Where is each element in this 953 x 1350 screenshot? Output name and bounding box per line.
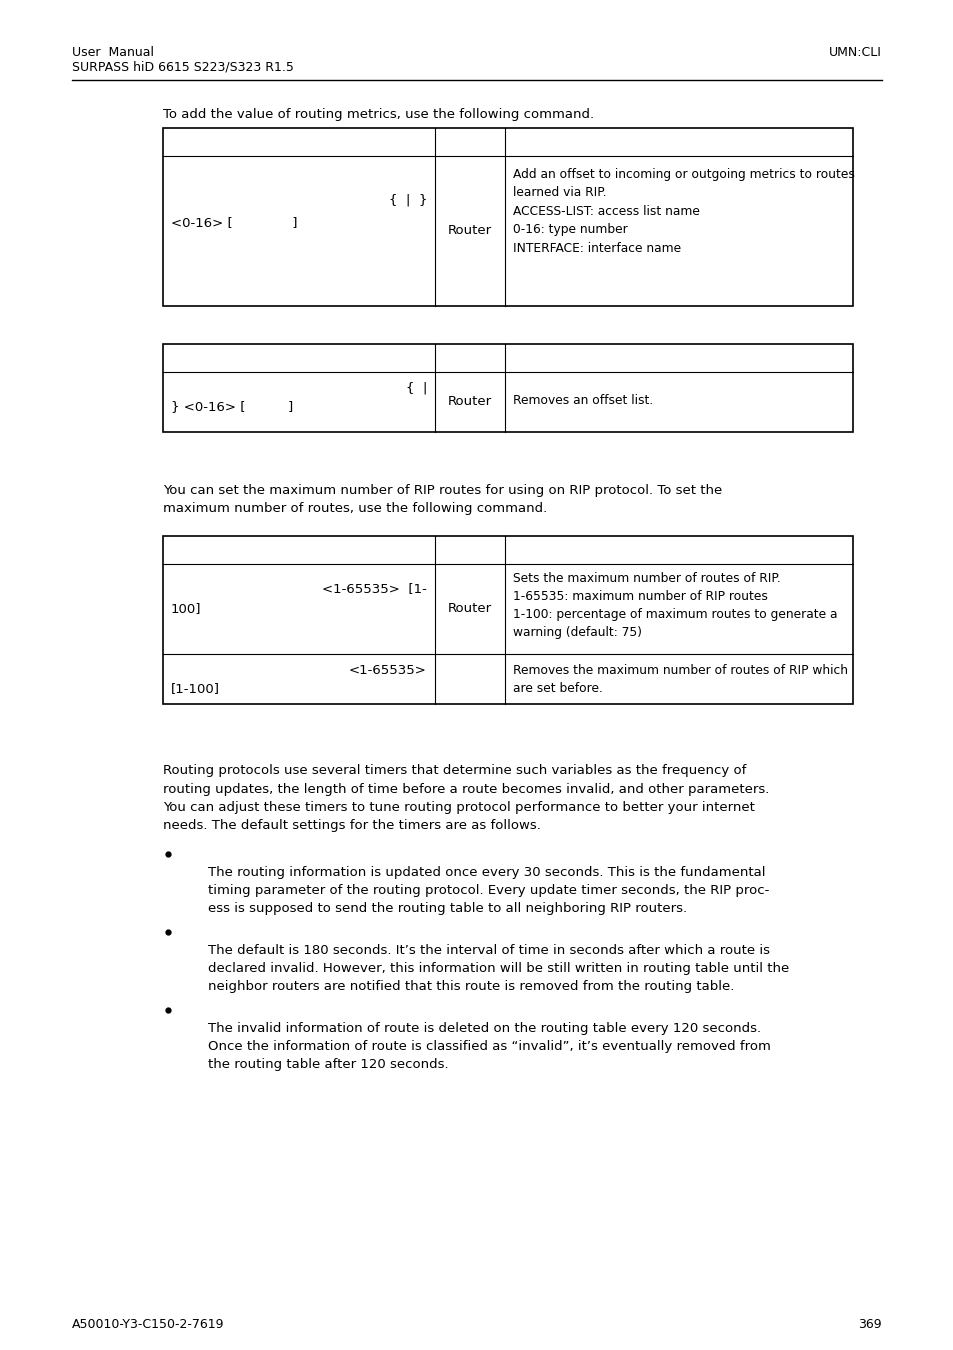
Bar — [163, 344, 852, 432]
Text: UMN:CLI: UMN:CLI — [828, 46, 882, 59]
Text: SURPASS hiD 6615 S223/S323 R1.5: SURPASS hiD 6615 S223/S323 R1.5 — [71, 59, 294, 73]
Text: To add the value of routing metrics, use the following command.: To add the value of routing metrics, use… — [163, 108, 594, 122]
Text: Routing protocols use several timers that determine such variables as the freque: Routing protocols use several timers tha… — [163, 764, 768, 833]
Text: } <0-16> [          ]: } <0-16> [ ] — [171, 400, 293, 413]
Text: Router: Router — [448, 224, 492, 238]
Text: {  |  }: { | } — [388, 194, 427, 207]
Text: The invalid information of route is deleted on the routing table every 120 secon: The invalid information of route is dele… — [208, 1022, 770, 1071]
Text: Removes the maximum number of routes of RIP which
are set before.: Removes the maximum number of routes of … — [513, 664, 847, 695]
Text: {  |: { | — [405, 382, 427, 396]
Text: You can set the maximum number of RIP routes for using on RIP protocol. To set t: You can set the maximum number of RIP ro… — [163, 485, 721, 514]
Text: Removes an offset list.: Removes an offset list. — [513, 394, 653, 406]
Text: The routing information is updated once every 30 seconds. This is the fundamenta: The routing information is updated once … — [208, 865, 768, 915]
Text: <0-16> [              ]: <0-16> [ ] — [171, 216, 297, 230]
Text: [1-100]: [1-100] — [171, 682, 220, 695]
Text: A50010-Y3-C150-2-7619: A50010-Y3-C150-2-7619 — [71, 1318, 224, 1331]
Text: 369: 369 — [858, 1318, 882, 1331]
Bar — [163, 536, 852, 703]
Text: Router: Router — [448, 602, 492, 616]
Bar — [163, 128, 852, 306]
Text: <1-65535>: <1-65535> — [349, 664, 427, 676]
Text: Router: Router — [448, 396, 492, 408]
Text: 100]: 100] — [171, 602, 201, 616]
Text: Add an offset to incoming or outgoing metrics to routes
learned via RIP.
ACCESS-: Add an offset to incoming or outgoing me… — [513, 167, 854, 255]
Text: The default is 180 seconds. It’s the interval of time in seconds after which a r: The default is 180 seconds. It’s the int… — [208, 944, 788, 994]
Text: <1-65535>  [1-: <1-65535> [1- — [322, 582, 427, 595]
Text: Sets the maximum number of routes of RIP.
1-65535: maximum number of RIP routes
: Sets the maximum number of routes of RIP… — [513, 572, 837, 639]
Text: User  Manual: User Manual — [71, 46, 153, 59]
